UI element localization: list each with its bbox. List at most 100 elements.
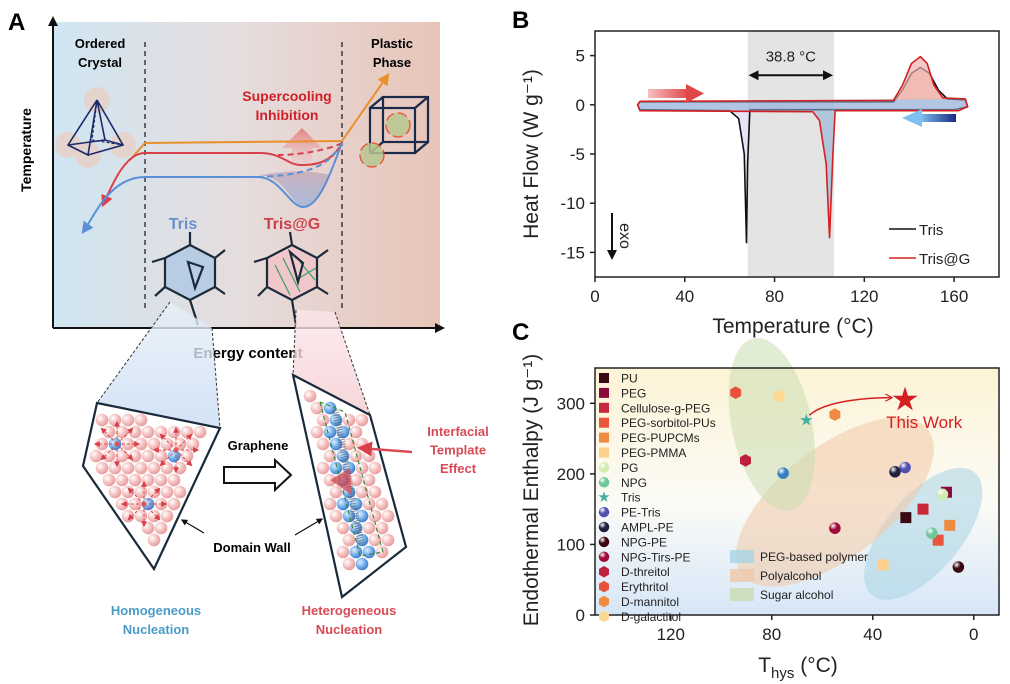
heating-peak-fill-tris-g	[639, 56, 966, 102]
x-tick-label-b: 40	[675, 287, 694, 306]
y-tick-label-b: 5	[576, 47, 585, 66]
legend-marker-d-mannitol	[599, 595, 609, 608]
molecule-ball	[141, 497, 155, 511]
category-regions	[728, 337, 983, 600]
molecule-ball	[368, 533, 382, 547]
x-tick-label-b: 120	[850, 287, 878, 306]
molecule-ball	[167, 425, 181, 439]
dsc-curves	[636, 55, 969, 244]
cooling-curve-tris-g	[101, 142, 343, 208]
molecule-ball	[154, 449, 168, 463]
supercooling-inhibition-label: Supercooling Inhibition	[242, 88, 331, 123]
molecule-ball	[95, 461, 109, 475]
data-point-npg-tirs-pe	[829, 522, 841, 534]
legend-label: D-mannitol	[621, 595, 679, 609]
molecule-ball	[355, 509, 369, 523]
panel-letter-c: C	[512, 319, 529, 346]
molecule-ball	[349, 425, 363, 439]
molecule-ball	[362, 497, 376, 511]
molecule-ball	[147, 533, 161, 547]
region-polyalcohol	[735, 417, 934, 587]
molecule-ball	[160, 461, 174, 475]
this-work-star-icon	[892, 386, 918, 411]
molecule-ball	[368, 509, 382, 523]
molecule-ball	[128, 449, 142, 463]
molecule-ball	[141, 521, 155, 535]
molecule-ball	[303, 389, 317, 403]
y-tick-label-b: -5	[570, 145, 585, 164]
legend-label-tris-g: Tris@G	[919, 251, 970, 268]
nucleation-growth-arrow	[175, 433, 193, 451]
molecule-ball	[362, 473, 376, 487]
data-point-d-mannitol	[829, 408, 841, 421]
axis-ticks-c: 120 80 40 0 0 100 200 300	[557, 394, 979, 644]
molecule-ball	[362, 521, 376, 535]
legend-label: NPG	[621, 476, 647, 490]
cooling-curve-tris-dashed	[257, 142, 343, 178]
molecule-ball	[349, 545, 363, 559]
molecule-ball	[342, 437, 356, 451]
nucleation-growth-arrow	[116, 427, 134, 445]
region-legend: PEG-based polymer Polyalcohol Sugar alcoho…	[730, 550, 868, 602]
molecule-ball	[154, 521, 168, 535]
legend-label: PEG	[621, 386, 646, 400]
molecule-ball	[368, 485, 382, 499]
legend-label: PU	[621, 372, 638, 386]
molecule-ball	[355, 461, 369, 475]
legend-marker-peg-sorbitol-pus	[599, 417, 609, 428]
cooling-arrow-head-icon	[902, 109, 922, 127]
x-tick-label-c: 40	[863, 625, 882, 644]
molecule-ball	[134, 461, 148, 475]
molecule-ball	[355, 485, 369, 499]
legend-marker-npg-tirs-pe	[598, 551, 610, 563]
molecule-ball	[362, 545, 376, 559]
legend-marker-peg-pupcms	[599, 432, 609, 443]
ordered-crystal-molecule-illustration	[55, 87, 136, 168]
nucleation-growth-arrow	[175, 449, 193, 467]
plastic-phase-cube-illustration	[359, 95, 430, 168]
legend-marker-peg	[599, 387, 609, 398]
zoom-fan-tris-g	[293, 310, 370, 415]
molecule-ball	[167, 473, 181, 487]
data-point-pg	[936, 488, 949, 501]
legend-label: D-galactitol	[621, 610, 681, 624]
molecule-ball	[115, 449, 129, 463]
molecule-ball	[134, 437, 148, 451]
molecule-ball	[329, 437, 343, 451]
y-tick-label-b: -15	[560, 243, 585, 262]
x-tick-label-c: 0	[969, 625, 978, 644]
molecule-ball	[355, 413, 369, 427]
legend-marker-peg-pmma	[599, 447, 609, 458]
region-legend-label: PEG-based polymer	[760, 550, 868, 564]
ordered-crystal-label: Ordered Crystal	[75, 36, 126, 70]
molecule-ball	[121, 413, 135, 427]
legend-marker-tris	[598, 491, 610, 503]
molecule-ball	[128, 473, 142, 487]
molecule-ball	[310, 425, 324, 439]
x-axis-label-c: Thys (°C)	[758, 654, 838, 682]
molecule-ball	[316, 437, 330, 451]
legend-marker-npg-pe	[598, 536, 610, 548]
interfacial-template-effect-label: Interfacial Template Effect	[427, 424, 488, 476]
molecule-ball	[108, 413, 122, 427]
molecule-ball	[173, 437, 187, 451]
cooling-direction-arrow	[920, 114, 956, 122]
molecule-ball	[329, 485, 343, 499]
molecule-ball	[141, 425, 155, 439]
region-sugar-alcohol	[728, 337, 815, 511]
molecule-ball	[323, 449, 337, 463]
data-point-pe-tris	[899, 461, 911, 474]
tris-label: Tris	[169, 216, 198, 233]
data-point-cellulose-g-peg	[917, 503, 929, 515]
y-tick-label-b: 0	[576, 96, 585, 115]
legend-c: PUPEGCellulose-g-PEGPEG-sorbitol-PUsPEG-…	[598, 372, 716, 624]
molecule-ball	[108, 485, 122, 499]
molecule-ball	[381, 533, 395, 547]
tris-g-grain-hexagon-illustration	[253, 231, 329, 326]
y-axis-label-c: Endothermal Enthalpy (J g⁻¹)	[520, 354, 543, 627]
x-tick-label-b: 80	[765, 287, 784, 306]
molecule-ball	[342, 509, 356, 523]
molecule-ball	[160, 485, 174, 499]
domain-wall-label: Domain Wall	[213, 540, 291, 555]
molecule-ball	[147, 437, 161, 451]
